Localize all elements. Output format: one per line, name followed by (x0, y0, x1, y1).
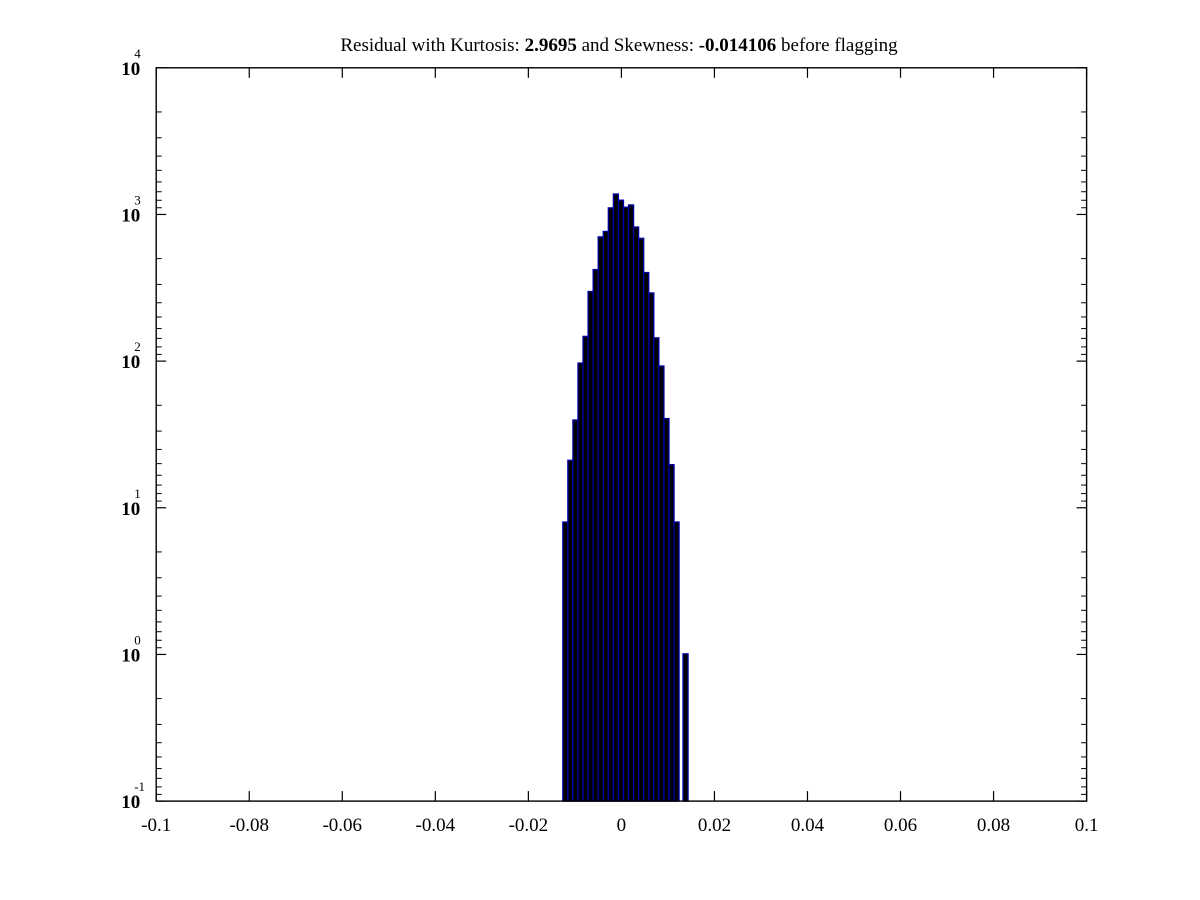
svg-text:1: 1 (134, 486, 141, 501)
svg-text:-0.06: -0.06 (322, 815, 362, 836)
svg-text:4: 4 (134, 46, 141, 61)
svg-text:2: 2 (134, 339, 141, 354)
svg-text:0.06: 0.06 (884, 815, 917, 836)
svg-text:10: 10 (121, 352, 140, 373)
svg-text:0.1: 0.1 (1075, 815, 1099, 836)
svg-text:10: 10 (121, 499, 140, 520)
svg-text:0: 0 (134, 632, 141, 647)
svg-text:3: 3 (134, 192, 141, 207)
svg-text:-0.02: -0.02 (509, 815, 549, 836)
svg-text:-0.1: -0.1 (141, 815, 171, 836)
svg-text:0: 0 (617, 815, 627, 836)
svg-text:10: 10 (121, 59, 140, 80)
svg-text:-0.04: -0.04 (416, 815, 456, 836)
svg-text:-1: -1 (134, 779, 145, 794)
svg-text:0.02: 0.02 (698, 815, 731, 836)
svg-text:Residual with Kurtosis: 2.9695: Residual with Kurtosis: 2.9695 and Skewn… (340, 35, 898, 56)
svg-text:-0.08: -0.08 (229, 815, 269, 836)
svg-text:10: 10 (121, 792, 140, 813)
svg-text:10: 10 (121, 645, 140, 666)
svg-text:10: 10 (121, 205, 140, 226)
svg-text:0.04: 0.04 (791, 815, 825, 836)
svg-text:0.08: 0.08 (977, 815, 1010, 836)
